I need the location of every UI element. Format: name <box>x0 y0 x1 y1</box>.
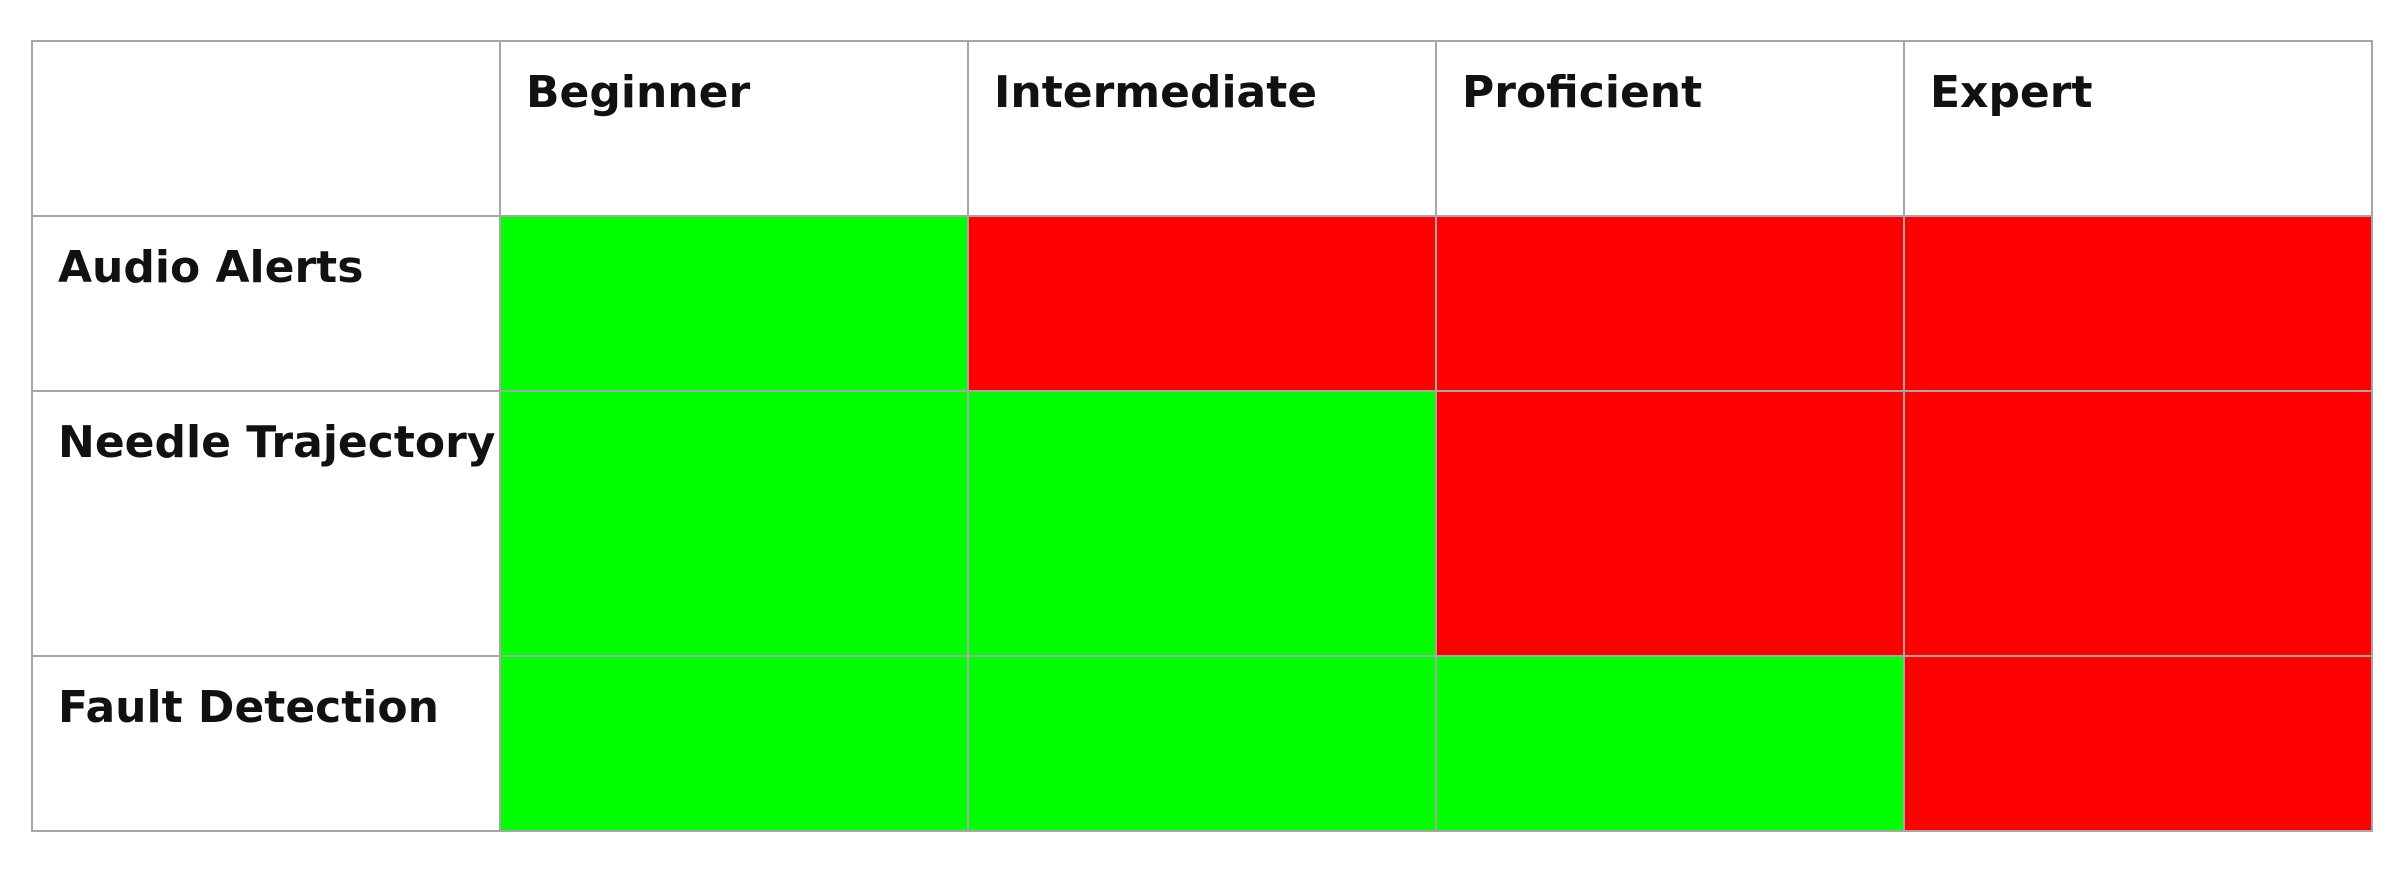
table-row: Needle Trajectory <box>31 390 2373 657</box>
status-cell <box>967 390 1437 657</box>
row-header-label: Needle Trajectory <box>58 417 496 468</box>
corner-cell <box>31 40 501 217</box>
column-header: Intermediate <box>967 40 1437 217</box>
status-cell <box>967 215 1437 392</box>
table-row: Fault Detection <box>31 655 2373 832</box>
status-cell <box>499 655 969 832</box>
status-cell <box>1903 655 2373 832</box>
row-header: Fault Detection <box>31 655 501 832</box>
header-row: Beginner Intermediate Proficient Expert <box>31 40 2373 217</box>
status-cell <box>499 215 969 392</box>
row-header: Audio Alerts <box>31 215 501 392</box>
status-cell <box>1435 215 1905 392</box>
status-cell <box>967 655 1437 832</box>
skill-feature-matrix: Beginner Intermediate Proficient Expert … <box>31 40 2373 832</box>
status-cell <box>1903 390 2373 657</box>
column-header-label: Beginner <box>526 67 751 118</box>
column-header-label: Proficient <box>1462 67 1703 118</box>
column-header-label: Intermediate <box>994 67 1318 118</box>
column-header: Beginner <box>499 40 969 217</box>
row-header: Needle Trajectory <box>31 390 501 657</box>
row-header-label: Audio Alerts <box>58 242 364 293</box>
row-header-label: Fault Detection <box>58 682 439 733</box>
table-row: Audio Alerts <box>31 215 2373 392</box>
status-cell <box>1435 655 1905 832</box>
column-header: Expert <box>1903 40 2373 217</box>
status-cell <box>1435 390 1905 657</box>
column-header-label: Expert <box>1930 67 2093 118</box>
status-cell <box>1903 215 2373 392</box>
status-cell <box>499 390 969 657</box>
column-header: Proficient <box>1435 40 1905 217</box>
